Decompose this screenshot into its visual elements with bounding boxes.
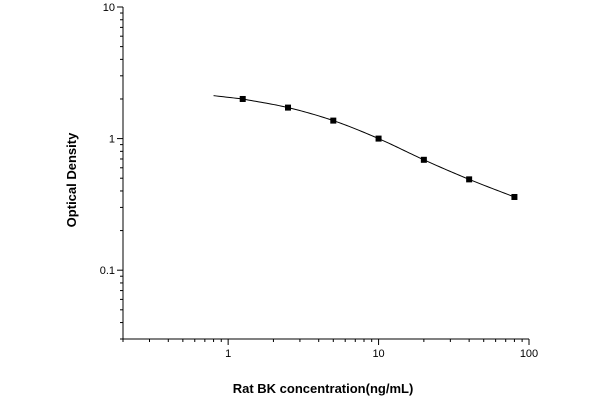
data-point [420, 156, 427, 163]
y-axis-title: Optical Density [64, 132, 79, 227]
data-point [466, 176, 473, 183]
data-point [375, 135, 382, 142]
y-tick-label: 1 [109, 134, 115, 146]
tick-marks [117, 6, 530, 345]
data-point [511, 193, 518, 200]
y-tick-label: 0.1 [100, 265, 115, 277]
data-points [239, 95, 518, 200]
y-tick-label: 10 [103, 2, 115, 14]
x-axis-title: Rat BK concentration(ng/mL) [233, 381, 414, 396]
data-point [239, 95, 246, 102]
tick-labels: 1 10 100 0.1 1 10 [100, 2, 538, 360]
fit-curve [213, 95, 515, 198]
data-point [330, 117, 337, 124]
x-tick-label: 10 [372, 348, 384, 360]
x-tick-label: 1 [225, 348, 231, 360]
x-tick-label: 100 [520, 348, 538, 360]
fit-curve-layer [213, 95, 515, 198]
axes [122, 7, 529, 340]
data-point [285, 104, 292, 111]
